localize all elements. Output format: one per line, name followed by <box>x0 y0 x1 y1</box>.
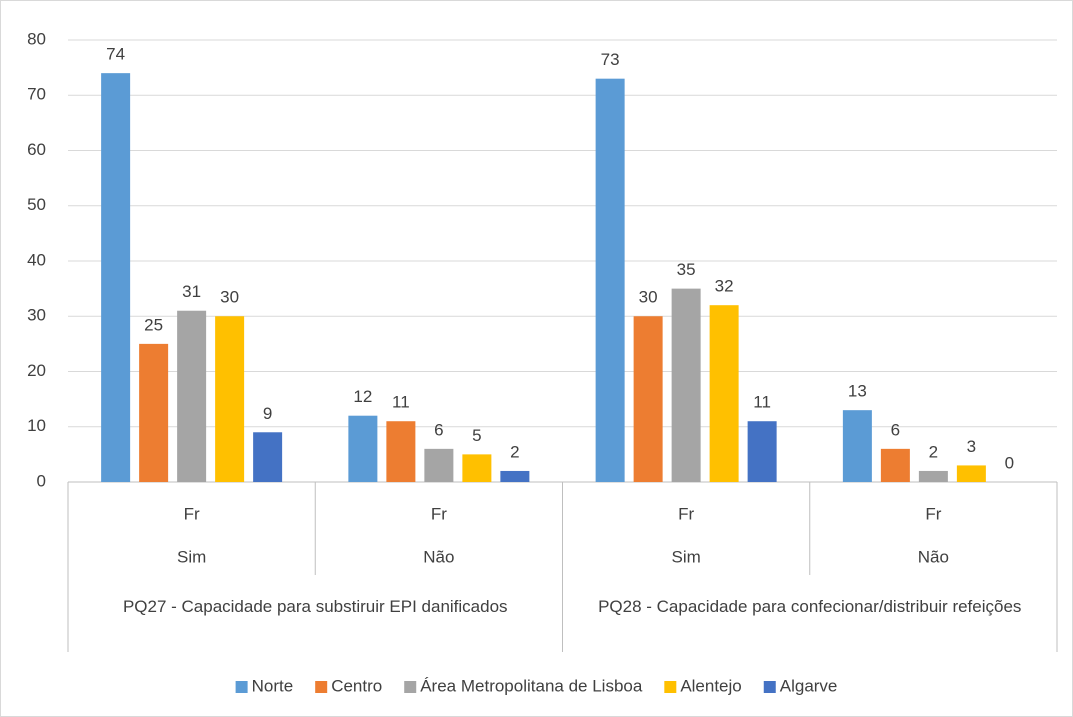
data-label: 30 <box>639 288 658 307</box>
bar <box>215 316 245 482</box>
y-tick-label: 40 <box>27 250 46 269</box>
data-label: 3 <box>967 437 976 456</box>
legend-swatch <box>664 681 677 693</box>
legend-label: Área Metropolitana de Lisboa <box>420 676 643 695</box>
bar <box>139 343 169 482</box>
bar <box>918 470 948 482</box>
data-label: 30 <box>220 288 239 307</box>
subgroup-label: Sim <box>177 547 206 566</box>
y-tick-label: 60 <box>27 140 46 159</box>
bar <box>386 421 416 482</box>
subgroup-label: Não <box>918 547 949 566</box>
y-tick-label: 10 <box>27 416 46 435</box>
y-tick-label: 80 <box>27 29 46 48</box>
bar <box>595 78 625 483</box>
data-label: 2 <box>510 442 519 461</box>
bar <box>671 288 701 482</box>
data-label: 0 <box>1005 453 1014 472</box>
bar <box>177 310 207 482</box>
bar <box>842 410 872 482</box>
legend-label: Algarve <box>780 676 838 695</box>
bar <box>348 415 378 482</box>
bar <box>424 448 454 482</box>
legend-swatch <box>315 681 328 693</box>
legend-swatch <box>763 681 776 693</box>
legend-label: Centro <box>331 676 382 695</box>
data-label: 5 <box>472 426 481 445</box>
data-label: 74 <box>106 45 125 64</box>
data-label: 11 <box>392 393 410 412</box>
y-tick-label: 70 <box>27 85 46 104</box>
subgroup-label: Não <box>423 547 454 566</box>
legend-label: Norte <box>252 676 294 695</box>
data-label: 11 <box>753 393 771 412</box>
bar <box>253 432 283 482</box>
data-label: 12 <box>353 387 372 406</box>
data-label: 32 <box>715 277 734 296</box>
data-label: 35 <box>677 260 696 279</box>
data-label: 9 <box>263 404 272 423</box>
legend-swatch <box>235 681 248 693</box>
bar <box>747 421 777 482</box>
bar <box>880 448 910 482</box>
group-label: PQ27 - Capacidade para substiruir EPI da… <box>122 597 508 616</box>
y-tick-label: 20 <box>27 361 46 380</box>
y-tick-label: 0 <box>37 471 46 490</box>
bar <box>101 73 131 483</box>
data-label: 31 <box>182 282 201 301</box>
group-label: PQ28 - Capacidade para confecionar/distr… <box>598 597 1022 616</box>
data-label: 73 <box>601 50 620 69</box>
x-tick-label: Fr <box>925 504 941 523</box>
bar <box>633 316 663 482</box>
data-label: 25 <box>144 315 163 334</box>
data-label: 13 <box>848 382 867 401</box>
data-label: 6 <box>891 420 900 439</box>
legend-label: Alentejo <box>680 676 741 695</box>
subgroup-label: Sim <box>671 547 700 566</box>
x-tick-label: Fr <box>678 504 694 523</box>
x-tick-label: Fr <box>431 504 447 523</box>
y-tick-label: 30 <box>27 306 46 325</box>
x-tick-label: Fr <box>184 504 200 523</box>
y-tick-label: 50 <box>27 195 46 214</box>
data-label: 2 <box>929 442 938 461</box>
bar <box>500 470 530 482</box>
data-label: 6 <box>434 420 443 439</box>
bar <box>462 454 492 482</box>
bar <box>709 305 739 482</box>
bar <box>956 465 986 482</box>
legend-swatch <box>404 681 417 693</box>
